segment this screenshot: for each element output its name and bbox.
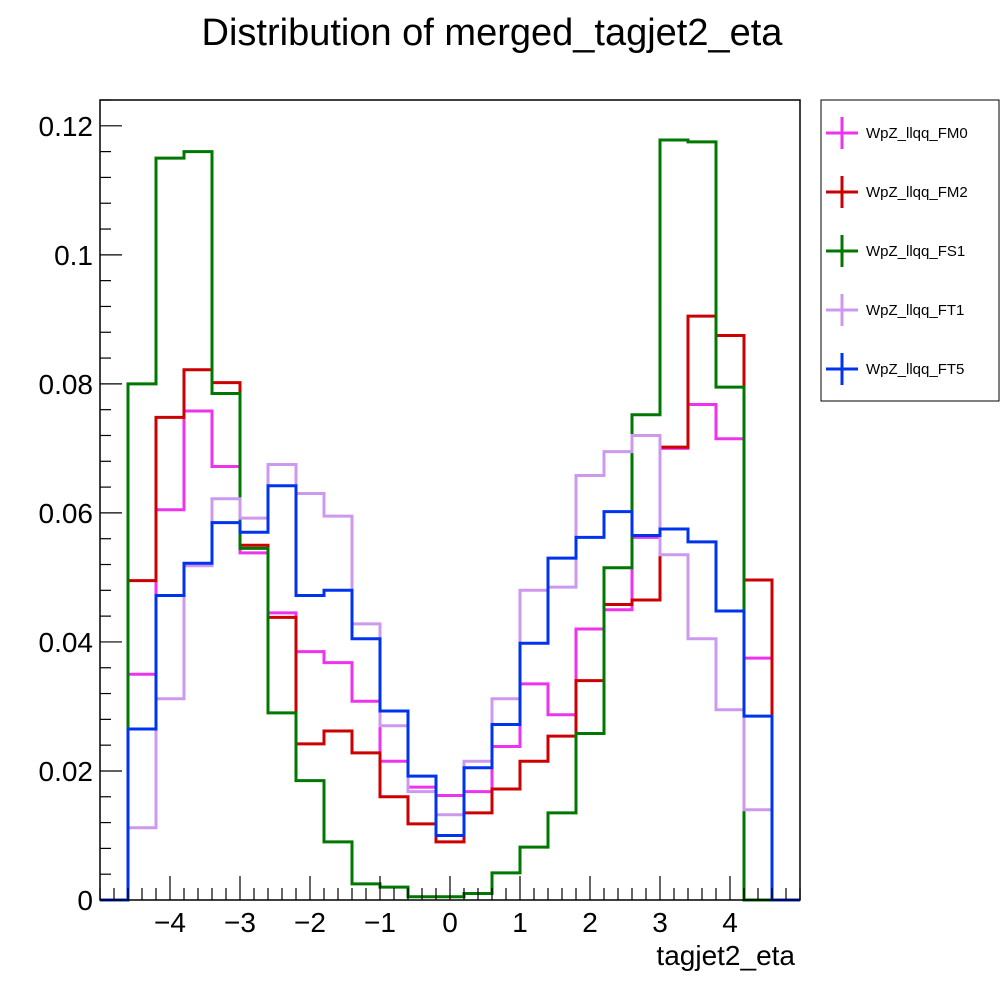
x-axis-title: tagjet2_eta: [656, 940, 795, 971]
x-tick-label: 4: [722, 907, 738, 938]
y-tick-label: 0.1: [54, 240, 93, 271]
x-tick-label: −3: [224, 907, 256, 938]
legend-label: WpZ_llqq_FM2: [866, 184, 968, 201]
y-tick-label: 0.12: [39, 111, 94, 142]
tick-labels-group: −4 −3 −2 −1 0 1 2 3 4 0 0.02 0.04 0.06 0.08 0.1 0.12: [39, 111, 738, 938]
legend-item-WpZ_llqq_FM2: WpZ_llqq_FM2: [826, 176, 968, 208]
series-line-WpZ_llqq_FM2: [100, 314, 800, 902]
legend-label: WpZ_llqq_FS1: [866, 243, 965, 260]
x-tick-label: −1: [364, 907, 396, 938]
legend-item-WpZ_llqq_FS1: WpZ_llqq_FS1: [826, 235, 965, 267]
y-tick-label: 0.04: [39, 627, 94, 658]
series-line-WpZ_llqq_FT5: [100, 484, 800, 902]
x-tick-label: −2: [294, 907, 326, 938]
x-tick-label: 3: [652, 907, 668, 938]
axis-ticks-group: [99, 99, 801, 901]
legend-item-WpZ_llqq_FT5: WpZ_llqq_FT5: [826, 353, 964, 385]
series-line-WpZ_llqq_FT1: [100, 434, 800, 902]
x-tick-label: 0: [442, 907, 458, 938]
plot-frame: [99, 99, 801, 901]
legend-item-WpZ_llqq_FT1: WpZ_llqq_FT1: [826, 294, 964, 326]
x-tick-label: 2: [582, 907, 598, 938]
legend-item-WpZ_llqq_FM0: WpZ_llqq_FM0: [826, 117, 968, 149]
legend-label: WpZ_llqq_FT5: [866, 361, 964, 378]
plot-series-group: [100, 138, 800, 902]
y-tick-label: 0.08: [39, 369, 94, 400]
y-tick-label: 0: [77, 885, 93, 916]
legend-label: WpZ_llqq_FM0: [866, 125, 968, 142]
series-line-WpZ_llqq_FM0: [100, 403, 800, 902]
y-tick-label: 0.02: [39, 756, 94, 787]
y-tick-label: 0.06: [39, 498, 94, 529]
chart-title: Distribution of merged_tagjet2_eta: [202, 12, 784, 54]
legend: WpZ_llqq_FM0 WpZ_llqq_FM2 WpZ_llqq_FS1 WpZ_…: [820, 99, 1000, 402]
legend-items: WpZ_llqq_FM0 WpZ_llqq_FM2 WpZ_llqq_FS1 WpZ_…: [826, 117, 968, 385]
legend-label: WpZ_llqq_FT1: [866, 302, 964, 319]
x-tick-label: 1: [512, 907, 528, 938]
series-line-WpZ_llqq_FS1: [100, 138, 800, 902]
x-tick-label: −4: [154, 907, 186, 938]
